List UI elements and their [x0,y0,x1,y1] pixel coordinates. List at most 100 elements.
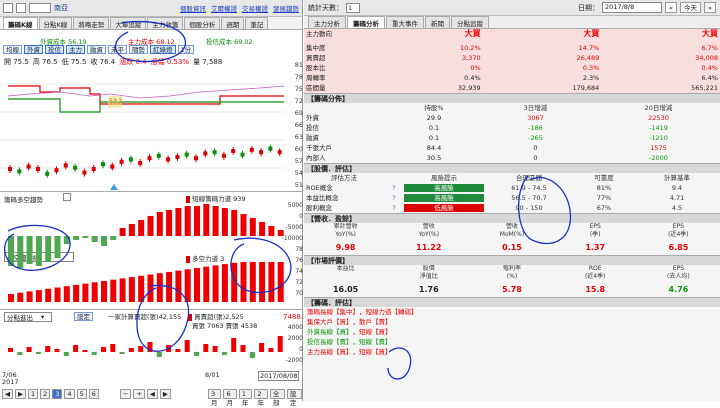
analysis-tab[interactable]: 重大事件 [386,16,424,28]
indicator-button[interactable]: 1分 [177,45,195,54]
revenue-table: 累計營收 YoY(%) 營收 YoY(%) 營收 MoM(%) EPS (季) EPS … [304,223,720,255]
price-tick: 54 [294,169,303,177]
flow-bar [221,352,227,355]
date-input[interactable]: 2017/8/8 [602,2,663,13]
candle [119,159,124,164]
long-short-bar [63,286,70,302]
indicator-button[interactable]: 外資 [24,45,43,54]
scroll-left-icon[interactable]: ◀ [146,389,158,399]
days-label: 統計天數： [308,3,343,12]
indicator-button[interactable]: 主力 [66,45,85,54]
panel3-setting-button[interactable]: 設定 [74,312,93,321]
panel2-dropdown[interactable] [63,193,71,201]
page-button[interactable]: 2 [40,389,51,399]
legend-swatch-icon [186,195,190,203]
prev-day-button[interactable]: « [665,2,678,13]
nav-arrow-icon[interactable]: ◀ [2,389,13,399]
candle [184,152,189,157]
tab-2[interactable]: 將略走勢 [73,17,110,29]
candle [175,155,180,159]
page-button[interactable]: 3 [52,389,63,399]
tab-6[interactable]: 週期 [221,17,245,29]
days-select[interactable]: 1 [346,2,360,13]
candle [240,152,245,157]
stock-link[interactable]: 發展趨勢 [273,5,299,13]
strength-bar [82,236,89,238]
calc-base: 4.71 [669,194,685,202]
strength-bar [259,222,266,236]
analysis-tab[interactable]: 籌碼分析 [347,16,385,28]
nav-arrow-icon[interactable]: ▶ [15,389,26,399]
analysis-tab[interactable]: 主力分析 [308,16,346,28]
back-button[interactable] [3,3,13,13]
indicator-button[interactable]: 紅綠燈 [150,45,176,54]
candle [147,156,152,161]
price-chart[interactable] [0,66,303,191]
long-short-bar [45,288,52,302]
chart-pane: 南亞 個股資訊 艾爾權證 交易權證 發展趨勢 籌碼K線 分點K線 將略走勢 大單追蹤 主力收籌… [0,0,308,407]
next-day-button[interactable]: » [704,2,716,13]
today-button[interactable]: 今天 [680,2,702,13]
long-short-bar [156,273,163,302]
strength-bar [26,236,33,264]
analysis-tab[interactable]: 分點追蹤 [451,16,489,28]
long-short-bar [147,274,154,302]
row-value: 大買 [464,29,481,38]
tab-3[interactable]: 大單追蹤 [110,17,147,29]
help-icon[interactable]: ? [392,184,396,192]
tab-1[interactable]: 分點K線 [38,17,73,29]
reliability: 67% [596,204,612,212]
long-short-bar [110,279,117,302]
strength-bar [203,204,210,236]
row-value: 0.3% [582,64,600,72]
metric-value: 4.76 [668,285,689,294]
page-button[interactable]: 6 [88,389,99,399]
eval-long: 集保大戶【買】 [307,318,353,326]
strength-tick: 78 [295,246,303,253]
long-short-bar [175,270,182,302]
tab-5[interactable]: 個股分析 [184,17,221,29]
indicator-button[interactable]: 融資 [87,45,106,54]
analysis-tab[interactable]: 新聞 [425,16,450,28]
page-button[interactable]: 4 [64,389,75,399]
page-button[interactable]: 1 [28,389,39,399]
stock-search-input[interactable] [29,3,51,13]
flow-tick: 2000 [287,335,303,342]
flow-bar [73,345,79,352]
col-header: 本益比 [336,265,355,272]
trust-cost-line [8,98,284,113]
help-icon[interactable]: ? [392,194,396,202]
stock-link[interactable]: 個股資訊 [180,5,206,13]
row-value: 大買 [583,29,600,38]
indicator-button[interactable]: 均線 [3,45,22,54]
page-button[interactable]: 5 [76,389,87,399]
strength-chart[interactable] [0,202,284,306]
forward-button[interactable] [16,3,26,13]
branch-select[interactable]: 分點進出 ▾ [4,312,52,322]
indicator-button[interactable]: 隨勢 [129,45,148,54]
row-value: 0.1 [428,134,440,142]
tab-7[interactable]: 筆記 [245,17,269,29]
panel3-value: 7488.3 [283,313,308,321]
stock-link[interactable]: 交易權證 [242,5,268,13]
calc-base: 9.4 [671,184,683,192]
tab-0[interactable]: 籌碼K線 [3,17,38,29]
flow-bar [128,348,134,352]
stock-link[interactable]: 艾爾權證 [211,5,237,13]
long-short-bar [82,283,89,302]
ink-circle [387,347,412,380]
market-header-row: 本益比 股價 淨值比 殖利率 (%) ROE (近4季) EPS (去人均) [304,265,720,283]
help-icon[interactable]: ? [392,204,396,212]
strength-bar [175,208,182,236]
volume-value: 量 7,588 [193,58,223,66]
scroll-right-icon[interactable]: ▶ [159,389,171,399]
candle [63,163,68,168]
zoom-out-icon[interactable]: − [120,389,132,399]
row-value: 22530 [648,114,669,122]
flow-bar [240,345,246,352]
price-tick: 51 [294,181,303,189]
indicator-button[interactable]: 投信 [45,45,64,54]
flow-bar [175,349,181,352]
zoom-in-icon[interactable]: + [133,389,145,399]
strength-bar [63,236,70,244]
